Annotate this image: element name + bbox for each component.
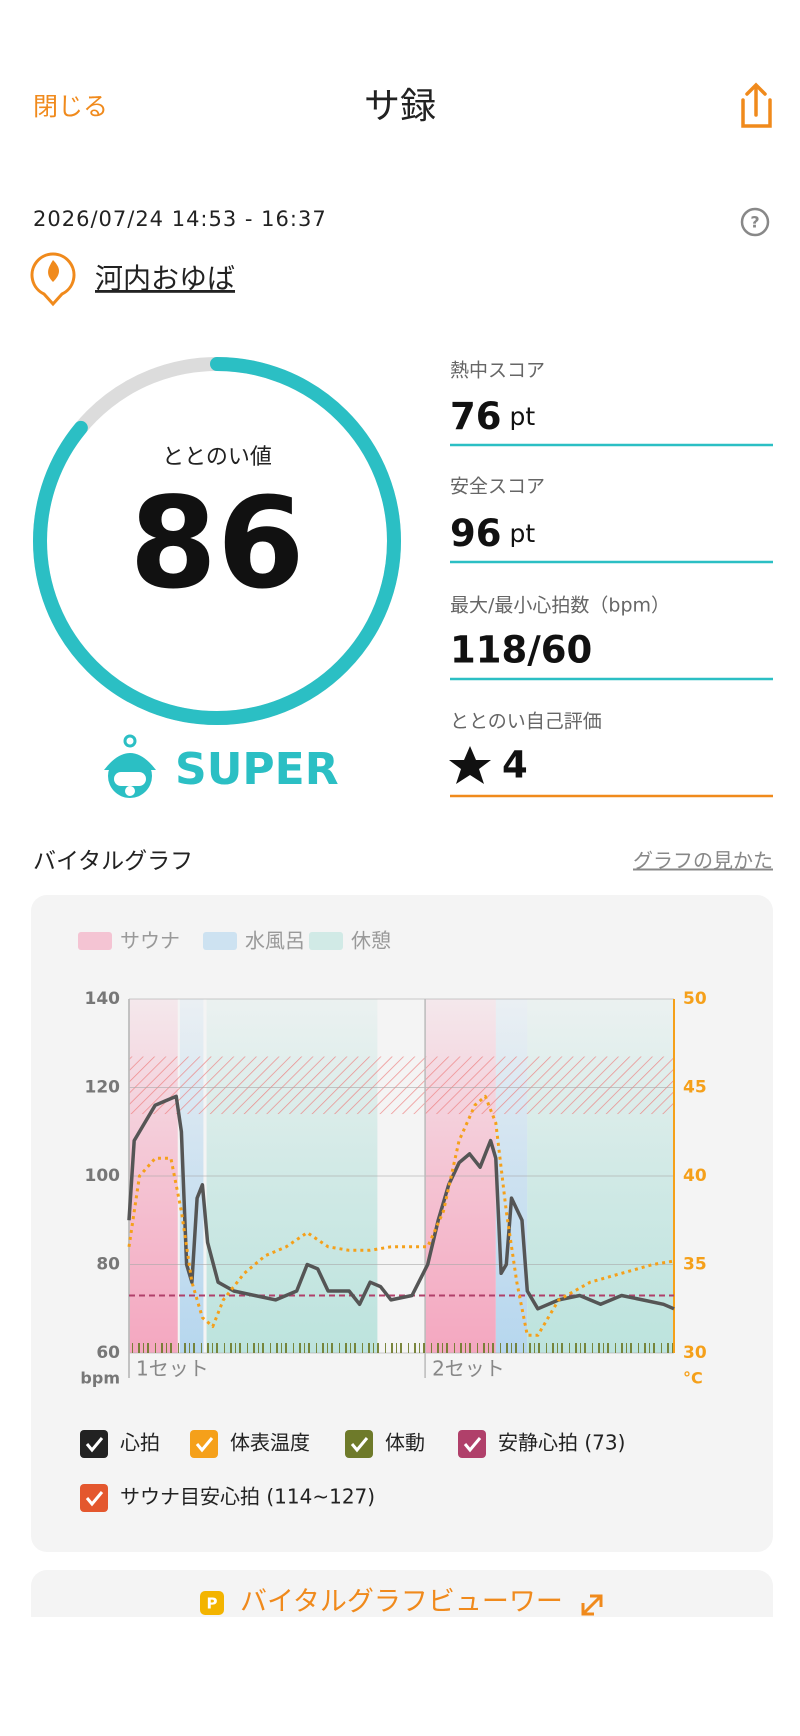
gauge-arc <box>33 357 401 725</box>
y2-axis-unit: °C <box>683 1369 703 1388</box>
y-tick-label: 120 <box>85 1078 121 1098</box>
y2-tick-label: 50 <box>683 989 707 1009</box>
rank-icon <box>104 734 156 798</box>
legend-label: 体表温度 <box>230 1431 310 1455</box>
stat-number: 76 <box>450 395 502 438</box>
stat-label: 安全スコア <box>450 476 545 498</box>
y2-tick-label: 40 <box>683 1166 707 1186</box>
legend-label: 心拍 <box>120 1431 160 1455</box>
y-tick-label: 140 <box>85 989 121 1009</box>
svg-text:?: ? <box>750 213 759 232</box>
stat-unit: pt <box>510 402 536 431</box>
page-title: サ録 <box>364 86 436 127</box>
legend-checkbox[interactable] <box>190 1430 218 1458</box>
stat-unit: pt <box>510 519 536 548</box>
target-band <box>129 1056 674 1115</box>
legend-swatch <box>203 932 237 950</box>
legend-checkbox[interactable] <box>458 1430 486 1458</box>
stat-value: 118/60 <box>450 629 592 672</box>
legend-checkbox[interactable] <box>345 1430 373 1458</box>
y2-tick-label: 30 <box>683 1343 707 1363</box>
legend-checkbox[interactable] <box>80 1484 108 1512</box>
legend-swatch <box>78 932 112 950</box>
series-line <box>127 1094 675 1311</box>
check-mark <box>350 1437 369 1453</box>
bottom-fill <box>0 1617 800 1732</box>
stat-label: ととのい自己評価 <box>450 711 602 733</box>
check-mark <box>85 1491 104 1507</box>
legend-label: 水風呂 <box>245 929 305 953</box>
facility-icon <box>30 252 76 307</box>
close-button[interactable]: 閉じる <box>33 92 108 121</box>
expand-icon <box>581 1594 603 1616</box>
premium-badge <box>200 1591 224 1615</box>
help-icon[interactable]: ? <box>740 207 770 237</box>
legend-label: 休憩 <box>351 929 391 953</box>
vital-graph: サウナ 水風呂 休憩 60 80 100 120 140 30 35 40 45 50 bpm °C 1セット… <box>78 929 707 1512</box>
stat-label: 熱中スコア <box>450 360 545 382</box>
check-mark <box>463 1437 482 1453</box>
stat-label: 最大/最小心拍数（bpm） <box>450 595 670 617</box>
y-tick-label: 60 <box>96 1343 120 1363</box>
score-gauge <box>33 357 401 725</box>
legend-label: サウナ <box>120 929 180 953</box>
y-tick-label: 100 <box>85 1166 121 1186</box>
section-title: バイタルグラフ <box>33 849 193 875</box>
stat-value: 96 pt <box>450 512 535 555</box>
check-mark <box>195 1437 214 1453</box>
star-icon <box>449 746 491 784</box>
y-axis-unit: bpm <box>80 1369 120 1388</box>
share-icon[interactable] <box>741 82 772 128</box>
check-mark <box>85 1437 104 1453</box>
legend-swatch <box>309 932 343 950</box>
premium-badge-icon: P <box>207 1595 218 1613</box>
facility-name[interactable]: 河内おゆば <box>95 262 235 295</box>
stat-value: 76 pt <box>450 395 535 438</box>
legend-label: 安静心拍 (73) <box>498 1431 625 1455</box>
y2-tick-label: 35 <box>683 1255 707 1275</box>
y2-tick-label: 45 <box>683 1078 707 1098</box>
legend-checkbox[interactable] <box>80 1430 108 1458</box>
score-value: 86 <box>129 470 304 617</box>
guide-link[interactable]: グラフの見かた <box>633 849 773 873</box>
legend-label: サウナ目安心拍 (114~127) <box>120 1485 375 1509</box>
session-datetime: 2026/07/24 14:53 - 16:37 <box>33 207 327 231</box>
stat-number: 96 <box>450 512 502 555</box>
series-line <box>127 1094 675 1337</box>
y-tick-label: 80 <box>96 1255 120 1275</box>
set-label: 1セット <box>136 1357 209 1381</box>
score-label: ととのい値 <box>162 445 272 470</box>
legend-label: 体動 <box>385 1431 425 1455</box>
movement-strip <box>129 1343 674 1353</box>
set-label: 2セット <box>432 1357 505 1381</box>
rating-value: 4 <box>502 744 528 787</box>
viewer-button[interactable]: バイタルグラフビューワー <box>240 1587 563 1618</box>
score-rank: SUPER <box>175 744 339 795</box>
